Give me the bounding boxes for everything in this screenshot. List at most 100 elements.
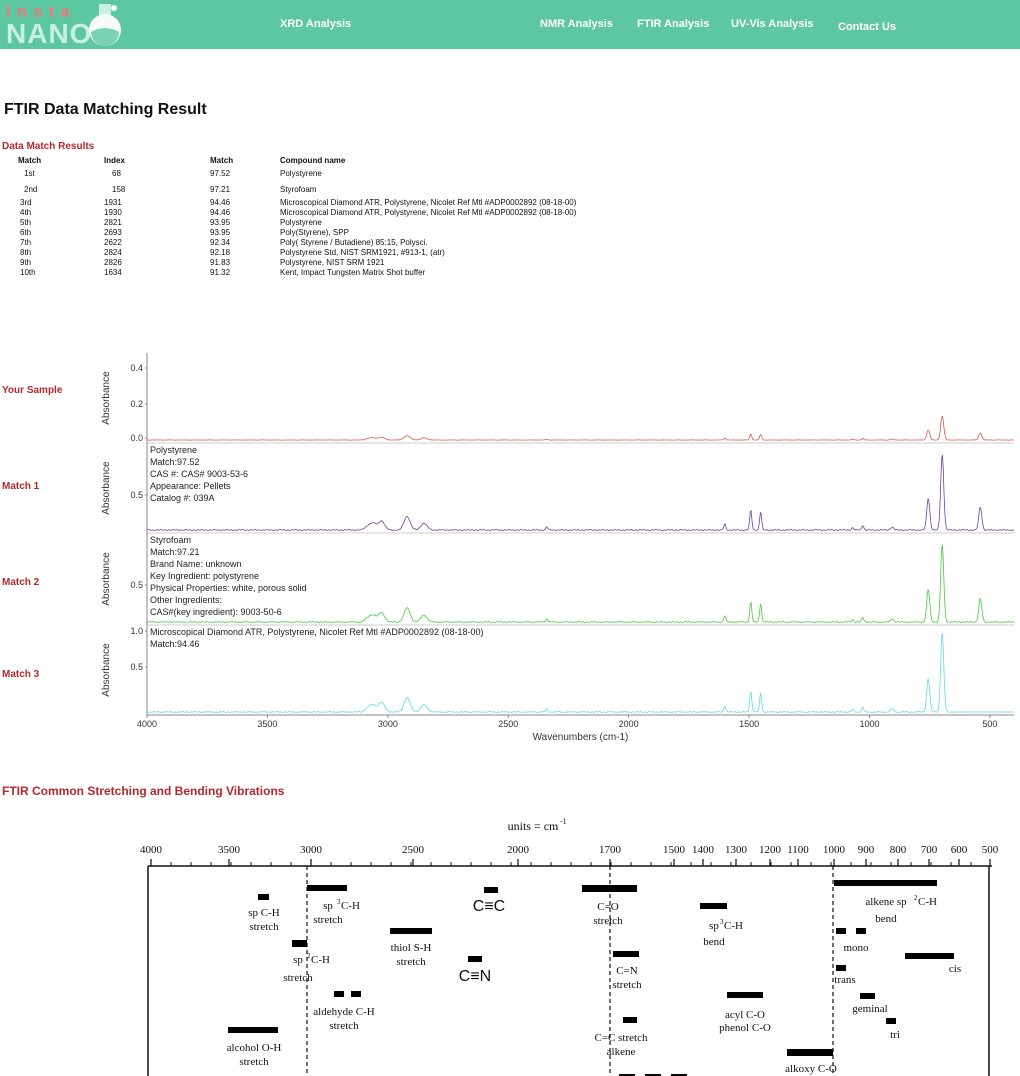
table-row: 1st 68 97.52 Polystyrene xyxy=(0,166,680,182)
vibration-range-bar xyxy=(484,887,498,893)
table-row: 4th 1930 94.46 Microscopical Diamond ATR, P… xyxy=(0,208,680,218)
scale-tick-label: 2500 xyxy=(402,844,425,856)
vibration-range-bar xyxy=(468,956,482,962)
match-info-line: Match:97.52 xyxy=(150,457,200,467)
vibration-label: C≡C xyxy=(473,898,505,915)
vibration-range-bar xyxy=(258,894,269,900)
cell-index: 2826 xyxy=(104,258,122,267)
cell-compound-name: Polystyrene xyxy=(280,218,322,227)
y-tick-label: 0.4 xyxy=(130,363,143,373)
vibration-range-bar xyxy=(307,885,347,891)
scale-tick-label: 1400 xyxy=(692,844,715,856)
x-tick-label: 3000 xyxy=(378,719,398,729)
y-tick-label: 0.0 xyxy=(130,433,143,443)
cell-match-rank: 5th xyxy=(20,218,32,227)
nav-uv-vis-analysis[interactable]: UV-Vis Analysis xyxy=(731,18,814,30)
cell-match-score: 91.32 xyxy=(210,268,231,277)
vibration-range-bar xyxy=(886,1018,896,1024)
spectrum-line-match-1 xyxy=(146,455,1014,531)
scale-tick-label: 1700 xyxy=(599,844,622,856)
vibration-label: C=N xyxy=(616,965,638,977)
match-info-line: Key Ingredient: polystyrene xyxy=(150,571,259,581)
cell-index: 158 xyxy=(112,185,126,194)
cell-match-rank: 10th xyxy=(20,268,36,277)
match-info-line: Polystyrene xyxy=(150,445,197,455)
logo[interactable]: Insta NANO xyxy=(0,0,130,49)
cell-index: 1634 xyxy=(104,268,122,277)
table-row: 6th 2693 93.95 Poly(Styrene), SPP xyxy=(0,228,680,238)
nav-ftir-analysis[interactable]: FTIR Analysis xyxy=(637,18,710,30)
match-info-line: Microscopical Diamond ATR, Polystyrene, … xyxy=(150,627,483,637)
match-info-line: Other Ingredients: xyxy=(150,595,222,605)
vibration-range-bar xyxy=(905,953,954,959)
spectrum-line-match-3 xyxy=(146,633,1014,714)
vibration-label-suffix: C-H xyxy=(918,896,937,908)
vibration-range-bar xyxy=(351,991,361,997)
logo-insta-text: Insta xyxy=(6,2,76,21)
vibration-label: bend xyxy=(703,936,725,948)
nav-xrd-analysis[interactable]: XRD Analysis xyxy=(280,18,352,30)
vibration-range-bar xyxy=(645,1074,661,1076)
y-tick-label: 0.5 xyxy=(130,490,143,500)
match-info-line: CAS #: CAS# 9003-53-6 xyxy=(150,469,248,479)
cell-match-rank: 7th xyxy=(20,238,32,247)
side-label-match-1: Match 1 xyxy=(2,481,40,492)
table-header-row: Match Index Match Compound name xyxy=(0,156,680,166)
cell-index: 2821 xyxy=(104,218,122,227)
vibration-label: phenol C-O xyxy=(719,1022,771,1034)
vibration-range-bar xyxy=(727,992,763,998)
scale-tick-label: 1100 xyxy=(787,844,809,856)
cell-match-score: 94.46 xyxy=(210,208,231,217)
cell-compound-name: Kent, Impact Tungsten Matrix Shot buffer xyxy=(280,268,426,277)
vibration-range-bar xyxy=(700,903,727,909)
vibration-range-bar xyxy=(856,928,866,934)
vibration-label: stretch xyxy=(329,1020,359,1032)
scale-tick-label: 900 xyxy=(858,844,875,856)
vibration-label-superscript: 3 xyxy=(720,918,724,926)
vibration-label: sp xyxy=(709,920,719,932)
cell-match-score: 94.46 xyxy=(210,198,231,207)
x-tick-label: 2500 xyxy=(498,719,518,729)
header-match-score: Match xyxy=(210,156,234,165)
flask-icon xyxy=(89,4,121,46)
x-tick-label: 4000 xyxy=(137,719,157,729)
vibration-label: stretch xyxy=(239,1056,269,1068)
cell-compound-name: Polystyrene, NIST SRM 1921 xyxy=(280,258,385,267)
vibration-label: thiol S-H xyxy=(391,942,432,954)
side-label-match-2: Match 2 xyxy=(2,577,40,588)
vibration-label: bend xyxy=(875,913,897,925)
x-tick-label: 1000 xyxy=(859,719,879,729)
spectrum-line-match-2 xyxy=(147,545,1015,623)
cell-compound-name: Polystyrene xyxy=(280,169,322,178)
units-label: units = cm xyxy=(508,819,559,833)
vibration-label-superscript: 2 xyxy=(307,952,311,960)
vibration-label: C=C stretch xyxy=(595,1032,648,1044)
header-compound-name: Compound name xyxy=(280,156,346,165)
scale-tick-label: 700 xyxy=(921,844,938,856)
vibration-label: tri xyxy=(890,1029,900,1041)
cell-match-score: 93.95 xyxy=(210,218,231,227)
y-axis-label: Absorbance xyxy=(101,552,112,606)
spectrum-line-sample xyxy=(146,415,1014,441)
scale-tick-label: 1000 xyxy=(823,844,846,856)
x-tick-label: 3500 xyxy=(257,719,277,729)
cell-match-rank: 6th xyxy=(20,228,32,237)
scale-tick-label: 600 xyxy=(951,844,968,856)
match-info-line: Catalog #: 039A xyxy=(150,493,215,503)
table-row: 8th 2824 92.18 Polystyrene Std, NIST SRM192… xyxy=(0,248,680,258)
vibration-label: stretch xyxy=(249,921,279,933)
cell-index: 2693 xyxy=(104,228,122,237)
y-axis-label: Absorbance xyxy=(101,643,112,697)
cell-compound-name: Microscopical Diamond ATR, Polystyrene, … xyxy=(280,198,577,207)
vibration-range-bar xyxy=(836,965,846,971)
cell-index: 2824 xyxy=(104,248,122,257)
match-info-line: Match:94.46 xyxy=(150,639,200,649)
results-heading: Data Match Results xyxy=(2,141,95,152)
vibration-label-superscript: 3 xyxy=(337,898,341,906)
nav-contact-us[interactable]: Contact Us xyxy=(838,21,897,33)
spectra-chart: Absorbance 0.4 0.2 0.0 Absorbance 0.5 Polystyr… xyxy=(101,353,1015,743)
vibrations-heading: FTIR Common Stretching and Bending Vibra… xyxy=(2,784,285,798)
nav-nmr-analysis[interactable]: NMR Analysis xyxy=(540,18,613,30)
vibration-label: trans xyxy=(834,974,855,986)
vibration-label: sp C-H xyxy=(248,907,280,919)
